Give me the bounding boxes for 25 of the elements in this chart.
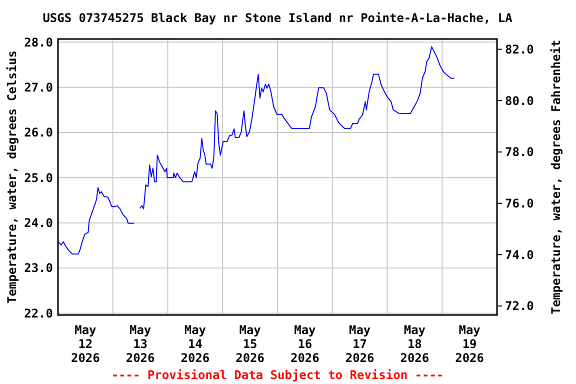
y2-tick-label: 72.0: [505, 299, 534, 314]
y-tick-label: 22.0: [24, 306, 53, 320]
y-tick-label: 24.0: [24, 216, 53, 230]
y-tick-label: 26.0: [24, 126, 53, 140]
chart-title: USGS 073745275 Black Bay nr Stone Island nr Pointe-A-La-Hache, LA: [42, 11, 514, 25]
x-tick-label: May 15 2026: [236, 323, 265, 365]
y2-axis-title: Temperature, water, degrees Fahrenheit: [549, 40, 563, 314]
y-tick-label: 25.0: [24, 170, 53, 185]
x-tick-label: May 18 2026: [400, 323, 430, 365]
y2-tick-label: 76.0: [505, 196, 534, 211]
y-tick-label: 27.0: [24, 80, 53, 95]
x-tick-label: May 13 2026: [126, 323, 155, 365]
y2-tick-label: 80.0: [505, 94, 534, 108]
x-tick-label: May 17 2026: [345, 323, 374, 365]
text: ---- Provisional Data Subject to Revision ----: [111, 368, 444, 382]
y-axis-title: Temperature, water, degrees Celsius: [5, 50, 19, 304]
y2-tick-label: 82.0: [505, 42, 534, 56]
y2-tick-label: 78.0: [505, 145, 534, 160]
x-tick-label: May 14 2026: [180, 323, 210, 365]
x-tick-label: May 16 2026: [290, 323, 320, 365]
y-tick-label: 23.0: [24, 261, 53, 276]
x-tick-label: May 12 2026: [70, 323, 100, 365]
y-tick-label: 28.0: [24, 35, 53, 50]
x-tick-label: May 19 2026: [455, 323, 484, 365]
y2-tick-label: 74.0: [505, 248, 534, 262]
